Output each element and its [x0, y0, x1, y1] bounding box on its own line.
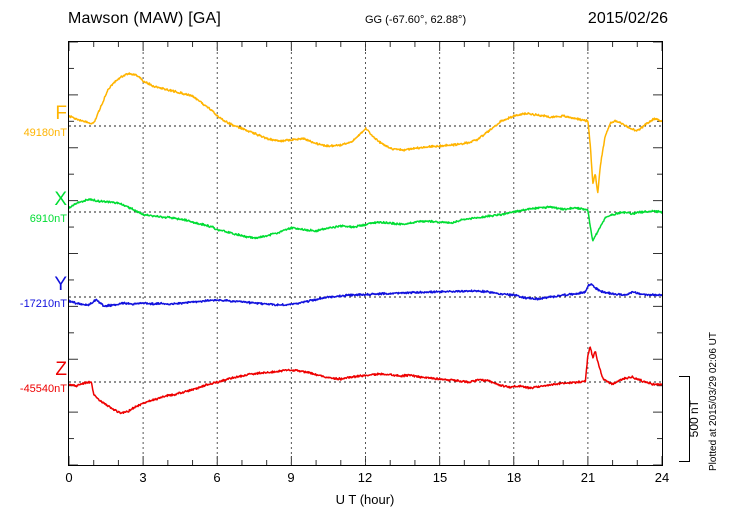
xtick-label-18: 18	[506, 470, 522, 485]
scale-bar-label: 500 nT	[687, 400, 701, 438]
observation-date: 2015/02/26	[587, 10, 668, 27]
component-label-X: X 6910nT	[30, 190, 67, 225]
geographic-coordinates: GG (-67.60°, 62.88°)	[365, 14, 467, 26]
xtick-label-3: 3	[139, 470, 147, 485]
component-label-Z: Z -45540nT	[20, 360, 67, 395]
component-letter-Z: Z	[55, 359, 67, 380]
scale-bar	[679, 376, 690, 462]
component-letter-X: X	[54, 189, 67, 210]
component-letter-F: F	[55, 103, 67, 124]
component-value-F: 49180nT	[23, 127, 67, 139]
xtick-label-12: 12	[357, 470, 373, 485]
component-value-Z: -45540nT	[19, 383, 67, 395]
xtick-label-21: 21	[580, 470, 596, 485]
x-axis-label: U T (hour)	[335, 492, 395, 507]
page-title: Mawson (MAW) [GA]	[68, 10, 222, 27]
plotted-timestamp: Plotted at 2015/03/29 02:06 UT	[708, 332, 719, 471]
xtick-label-9: 9	[287, 470, 295, 485]
component-label-Y: Y -17210nT	[20, 275, 67, 310]
xtick-label-15: 15	[432, 470, 448, 485]
component-letter-Y: Y	[54, 274, 67, 295]
xtick-label-24: 24	[654, 470, 670, 485]
magnetogram-plot-area	[68, 41, 663, 466]
component-value-X: 6910nT	[29, 213, 67, 225]
xtick-label-6: 6	[213, 470, 221, 485]
component-value-Y: -17210nT	[19, 298, 67, 310]
component-label-F: F 49180nT	[24, 104, 67, 139]
magnetogram-svg	[69, 42, 662, 465]
xtick-label-0: 0	[65, 470, 73, 485]
